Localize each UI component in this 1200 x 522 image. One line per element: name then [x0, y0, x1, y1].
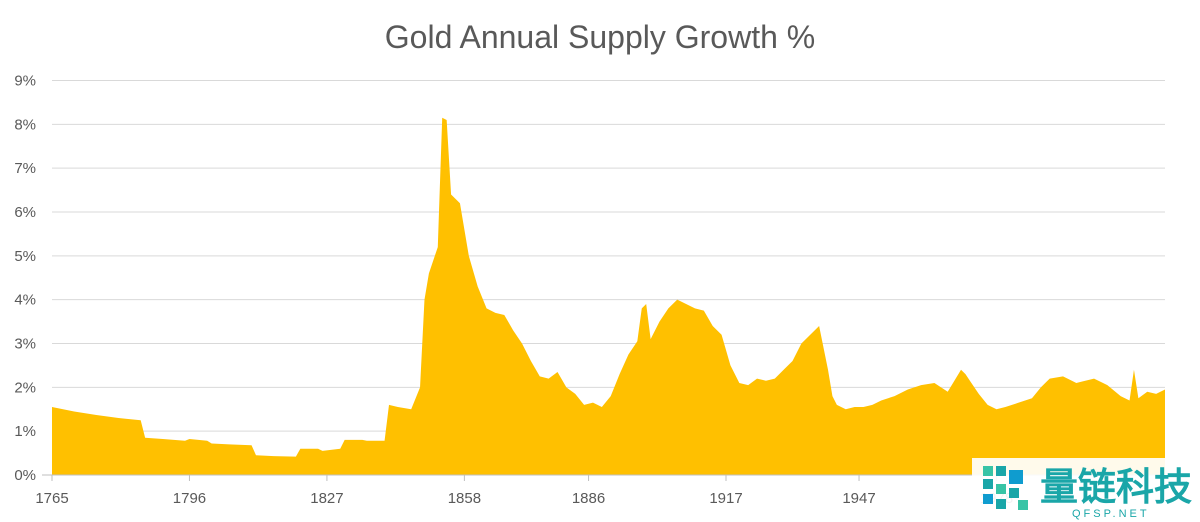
x-tick-label: 1858 — [448, 490, 481, 507]
y-tick-label: 9% — [14, 73, 36, 90]
y-tick-label: 5% — [14, 248, 36, 265]
y-tick-label: 3% — [14, 336, 36, 353]
plot-area — [52, 117, 1165, 475]
x-tick-label: 1947 — [842, 490, 875, 507]
y-tick-label: 8% — [14, 116, 36, 133]
gridlines — [52, 80, 1165, 432]
qfsp-logo-icon — [983, 466, 1028, 510]
watermark-en-text: QFSP.NET — [1072, 508, 1150, 520]
x-tick-label: 1917 — [709, 490, 742, 507]
x-tick-label: 1765 — [35, 490, 68, 507]
x-tick-label: 1827 — [310, 490, 343, 507]
y-tick-label: 0% — [14, 467, 36, 484]
y-tick-label: 7% — [14, 160, 36, 177]
x-tick-label: 1886 — [572, 490, 605, 507]
series-area-gold-supply-growth — [52, 117, 1165, 475]
y-tick-label: 1% — [14, 423, 36, 440]
x-tick-label: 1796 — [173, 490, 206, 507]
x-axis-ticks: 17651796182718581886191719471978 — [35, 475, 1013, 507]
y-tick-label: 6% — [14, 204, 36, 221]
y-axis-ticks: 0% 1% 2% 3% 4% 5% 6% 7% 8% 9% — [14, 73, 36, 485]
chart-title: Gold Annual Supply Growth % — [385, 19, 815, 55]
watermark-cn-text: 量链科技 — [1040, 465, 1192, 509]
y-tick-label: 2% — [14, 379, 36, 396]
watermark: 量链科技 QFSP.NET — [972, 458, 1200, 522]
y-tick-label: 4% — [14, 292, 36, 309]
